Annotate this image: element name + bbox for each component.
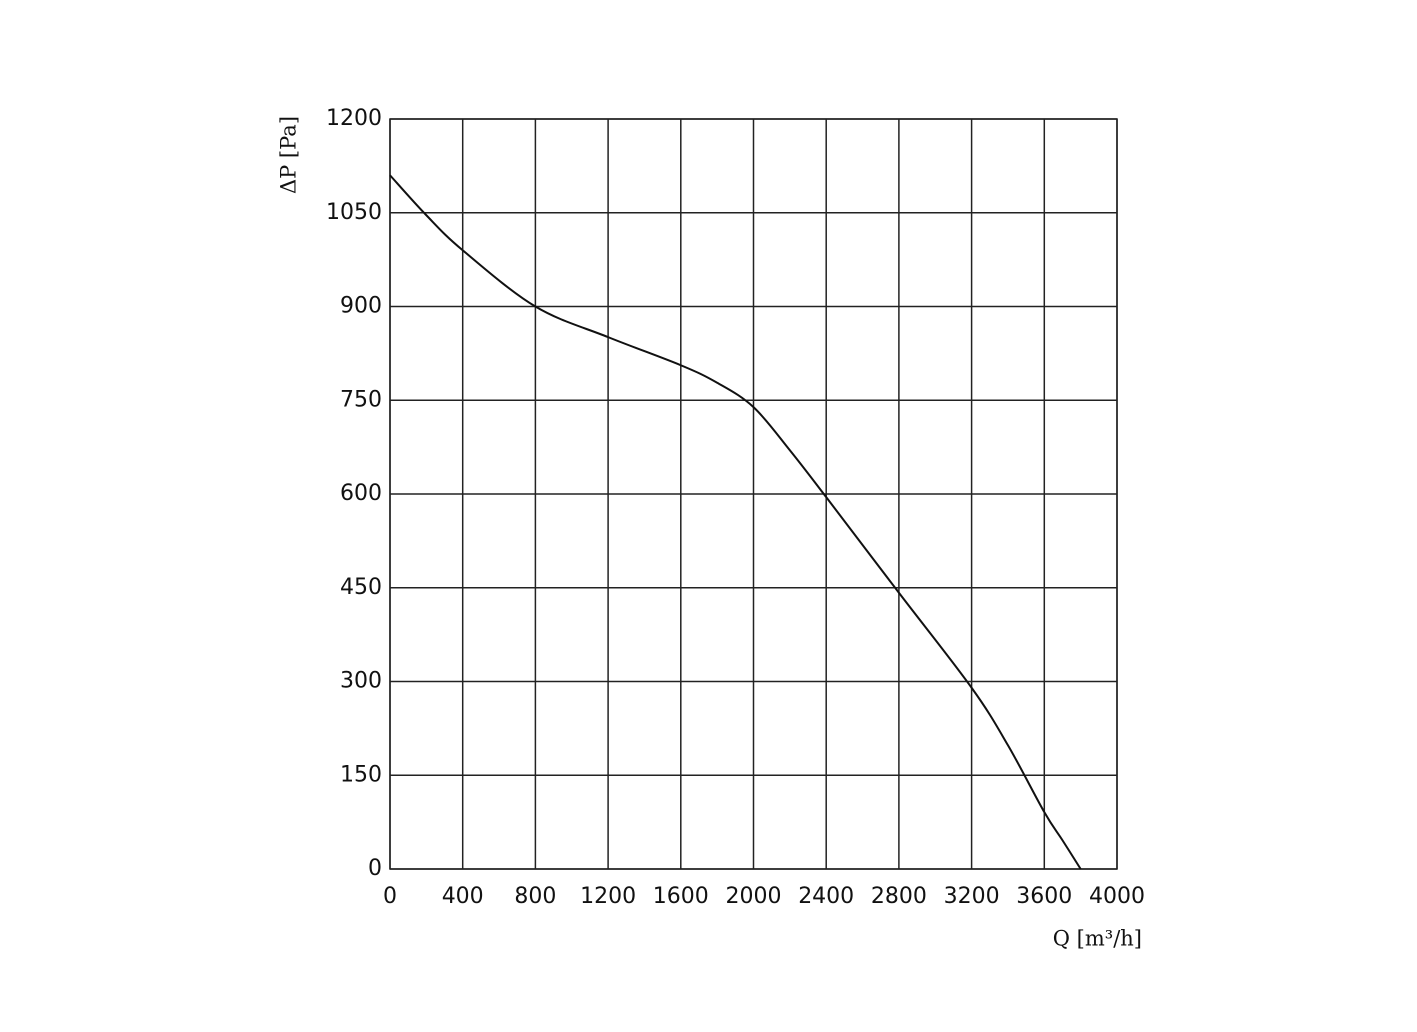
curve	[389, 174, 1082, 870]
y-tick-label: 900	[340, 294, 382, 319]
y-tick-label: 600	[340, 481, 382, 506]
x-tick-label: 0	[383, 884, 397, 909]
x-tick-label: 2000	[726, 884, 782, 909]
y-tick-label: 1050	[326, 200, 382, 225]
x-tick-label: 1200	[580, 884, 636, 909]
x-tick-label: 1600	[653, 884, 709, 909]
y-axis-title: ΔP [Pa]	[277, 116, 301, 194]
y-tick-label: 1200	[326, 106, 382, 131]
y-tick-label: 750	[340, 387, 382, 412]
y-tick-label: 450	[340, 575, 382, 600]
y-tick-label: 300	[340, 669, 382, 694]
x-tick-label: 800	[514, 884, 556, 909]
y-tick-label: 0	[368, 856, 382, 881]
plot-frame	[389, 118, 1118, 870]
x-tick-label: 3200	[944, 884, 1000, 909]
x-tick-label: 3600	[1016, 884, 1072, 909]
x-tick-label: 400	[442, 884, 484, 909]
x-tick-label: 4000	[1089, 884, 1145, 909]
x-tick-label: 2800	[871, 884, 927, 909]
x-axis-title: Q [m³/h]	[1053, 927, 1142, 951]
y-tick-label: 150	[340, 762, 382, 787]
x-tick-label: 2400	[798, 884, 854, 909]
